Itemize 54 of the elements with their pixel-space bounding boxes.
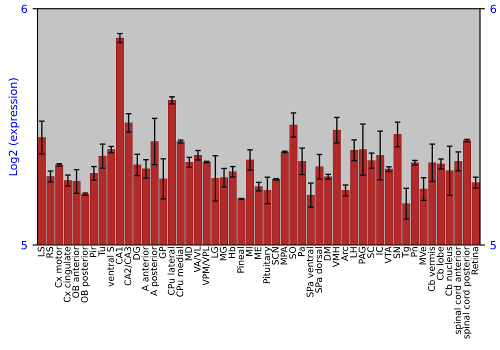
x-tick-label: Pineal xyxy=(237,247,244,273)
x-tick-label: Hb xyxy=(228,246,236,258)
x-tick-label: Pir xyxy=(90,246,96,257)
x-tick-label: VMH xyxy=(332,247,340,268)
x-tick-label: Cb nucleus xyxy=(445,246,452,296)
x-tick-label: ventral S xyxy=(106,246,114,287)
x-tick-label: spinal cord anterior xyxy=(454,246,463,334)
x-tick-label: Pa xyxy=(298,247,305,256)
x-tick-label: MI xyxy=(246,247,253,256)
x-tick-label: DG xyxy=(133,247,140,260)
x-tick-label: MVe xyxy=(420,246,426,264)
x-tick-label: MD xyxy=(185,246,192,260)
x-tick-label: Cb vermis xyxy=(428,246,435,292)
x-tick-label: Pn xyxy=(410,247,418,257)
x-tick-label: DM xyxy=(324,247,331,260)
x-tick-label: Tu xyxy=(98,247,106,256)
x-tick-label: VA/VL xyxy=(194,246,202,272)
y2-tick-label: 6 xyxy=(490,4,496,14)
x-tick-label: Cx motor xyxy=(54,246,62,288)
x-tick-label: Pituitary xyxy=(263,246,272,284)
x-tick-label: OB posterior xyxy=(80,246,90,303)
y-axis-title: Log2 (expression) xyxy=(8,78,20,176)
x-tick-label: Cx cingulate xyxy=(64,246,72,302)
x-tick-label: A anterior xyxy=(142,246,149,292)
x-tick-label: VTA xyxy=(384,246,392,264)
x-tick-label: SPa ventral xyxy=(306,247,314,297)
x-tick-label: ME xyxy=(254,246,262,259)
x-tick-label: VPM/VPL xyxy=(202,246,210,286)
x-tick-label: SC xyxy=(367,246,374,258)
x-tick-label: LG xyxy=(211,247,218,258)
x-tick-label: CA2/CA3 xyxy=(124,247,132,286)
x-tick-label: spinal cord posterior xyxy=(462,246,472,339)
x-tick-label: OB anterior xyxy=(72,246,80,298)
x-tick-label: Retina xyxy=(471,247,478,274)
x-tick-label: GP xyxy=(159,246,166,258)
x-tick-label: LH xyxy=(350,247,357,258)
x-tick-label: MG xyxy=(220,247,227,260)
x-tick-label: LS xyxy=(38,246,44,256)
x-tick-label: MPA xyxy=(280,246,288,264)
x-tick-label: SCN xyxy=(272,247,279,265)
x-tick-label: A posterior xyxy=(150,246,159,296)
x-tick-label: Cb lobe xyxy=(436,246,444,280)
x-tick-label: RS xyxy=(46,246,54,258)
x-tick-label: SN xyxy=(393,247,400,258)
x-tick-label: PAG xyxy=(358,247,366,264)
x-tick-label: CPu medial xyxy=(176,247,184,297)
x-tick-label: CPu lateral xyxy=(168,247,175,295)
x-tick-label: IC xyxy=(376,246,383,254)
x-tick-label: SO xyxy=(289,246,296,259)
x-tick-label: Arc xyxy=(341,246,348,261)
y2-tick-label: 5 xyxy=(490,241,496,250)
x-tick-label: Tg xyxy=(402,247,411,258)
x-tick-label: SPa dorsal xyxy=(315,247,322,293)
x-tick-label: CA1 xyxy=(116,247,123,264)
